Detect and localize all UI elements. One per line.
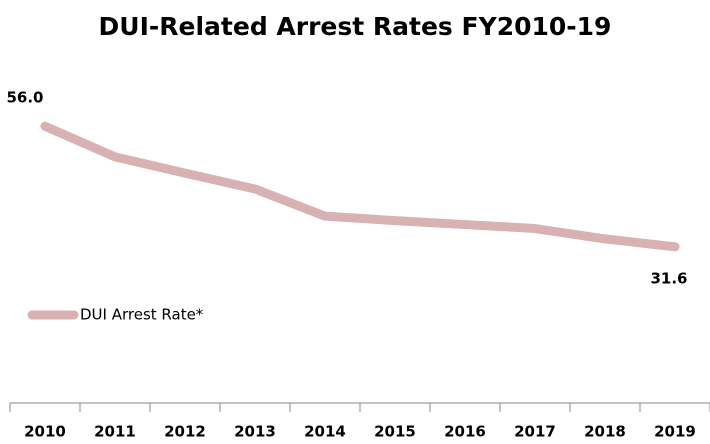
x-tick-label: 2018 [584,423,626,441]
x-tick-label: 2016 [444,423,486,441]
x-tick-label: 2017 [514,423,556,441]
legend-label: DUI Arrest Rate* [80,306,204,324]
data-label: 31.6 [650,269,687,287]
x-tick-label: 2015 [374,423,416,441]
x-tick-label: 2010 [24,423,66,441]
chart-title: DUI-Related Arrest Rates FY2010-19 [99,12,612,41]
x-tick-label: 2014 [304,423,346,441]
data-label: 56.0 [6,89,43,107]
x-tick-label: 2013 [234,423,276,441]
x-tick-label: 2011 [94,423,136,441]
x-tick-label: 2019 [654,423,696,441]
data-line [40,121,680,252]
x-tick-label: 2012 [164,423,206,441]
